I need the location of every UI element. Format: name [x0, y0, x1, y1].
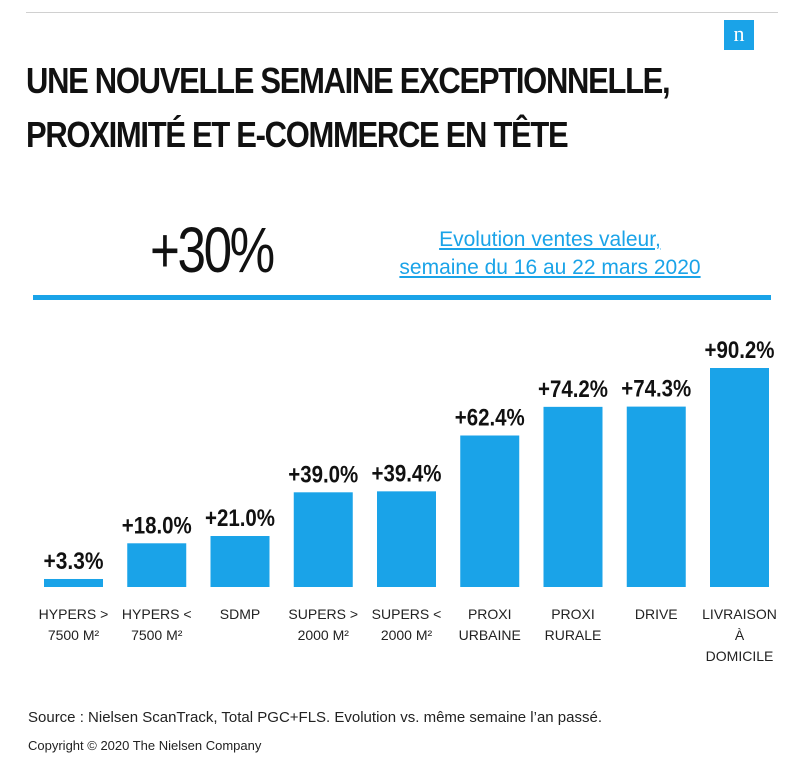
bar-value-label-2: +21.0% [205, 505, 275, 532]
category-label-2-line-0: SDMP [220, 606, 260, 622]
bar-4 [377, 491, 436, 587]
category-label-0: HYPERS > 7500 M² [39, 606, 109, 643]
copyright-note: Copyright © 2020 The Nielsen Company [28, 738, 262, 753]
category-label-5: PROXI URBAINE [459, 606, 521, 643]
category-label-2: SDMP [220, 606, 260, 622]
category-label-5-line-0: PROXI [468, 606, 512, 622]
category-label-4-line-1: 2000 M² [381, 627, 433, 643]
category-label-8-line-2: DOMICILE [706, 648, 774, 664]
category-label-6-line-0: PROXI [551, 606, 595, 622]
bar-1 [127, 543, 187, 587]
category-label-0-line-0: HYPERS > [39, 606, 109, 622]
title-line-1: UNE NOUVELLE SEMAINE EXCEPTIONNELLE, [26, 60, 671, 101]
chart-title: UNE NOUVELLE SEMAINE EXCEPTIONNELLE, PRO… [26, 54, 671, 162]
bar-value-label-0: +3.3% [44, 548, 104, 575]
bar-value-label-6: +74.2% [538, 376, 608, 403]
bar-7 [626, 406, 686, 587]
category-label-4-line-0: SUPERS < [372, 606, 442, 622]
category-label-8: LIVRAISON À DOMICILE [702, 606, 777, 664]
category-label-1: HYPERS < 7500 M² [122, 606, 192, 643]
category-label-6: PROXI RURALE [545, 606, 602, 643]
category-label-7-line-0: DRIVE [635, 606, 678, 622]
source-note: Source : Nielsen ScanTrack, Total PGC+FL… [28, 709, 603, 726]
bar-value-label-7: +74.3% [621, 376, 691, 403]
bar-value-label-5: +62.4% [455, 404, 525, 431]
title-line-2: PROXIMITÉ ET E-COMMERCE EN TÊTE [26, 114, 569, 155]
category-label-3: SUPERS > 2000 M² [288, 606, 358, 643]
category-label-8-line-1: À [735, 627, 745, 643]
headline-growth-value: +30% [150, 214, 275, 286]
headline-underline [33, 295, 771, 300]
headline-caption: Evolution ventes valeur, semaine du 16 a… [360, 226, 740, 282]
category-label-7: DRIVE [635, 606, 678, 622]
bar-6 [543, 406, 603, 587]
bar-0 [44, 578, 103, 587]
category-label-5-line-1: URBAINE [459, 627, 521, 643]
bar-value-label-8: +90.2% [705, 337, 775, 364]
category-label-3-line-0: SUPERS > [288, 606, 358, 622]
category-label-4: SUPERS < 2000 M² [372, 606, 442, 643]
category-label-0-line-1: 7500 M² [48, 627, 100, 643]
bar-8 [710, 368, 769, 587]
bar-chart: +3.3% HYPERS > 7500 M² +18.0% HYPERS < 7500 M… [39, 337, 777, 664]
bar-2 [210, 536, 270, 587]
top-divider [26, 12, 778, 13]
category-label-1-line-1: 7500 M² [131, 627, 183, 643]
nielsen-logo-icon: n [724, 20, 754, 50]
bar-3 [293, 492, 353, 587]
category-label-8-line-0: LIVRAISON [702, 606, 777, 622]
headline-caption-line-2: semaine du 16 au 22 mars 2020 [399, 256, 701, 279]
bar-5 [460, 435, 520, 587]
bar-value-label-1: +18.0% [122, 512, 192, 539]
bar-value-label-3: +39.0% [288, 461, 358, 488]
headline-caption-line-1: Evolution ventes valeur, [439, 228, 661, 251]
category-label-1-line-0: HYPERS < [122, 606, 192, 622]
bar-value-label-4: +39.4% [372, 460, 442, 487]
category-label-6-line-1: RURALE [545, 627, 602, 643]
category-label-3-line-1: 2000 M² [298, 627, 350, 643]
